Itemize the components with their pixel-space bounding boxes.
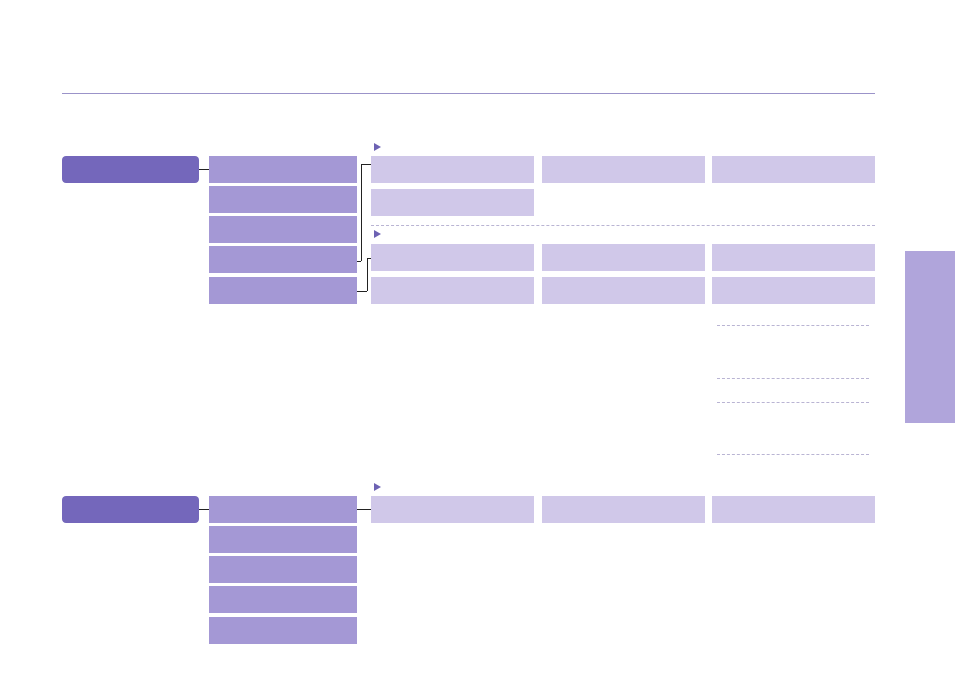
connector-item2-1-out <box>357 509 371 510</box>
option-1-2-4[interactable] <box>371 277 534 304</box>
menu-item-2-1[interactable] <box>209 496 357 523</box>
connector-item4-out <box>357 261 361 262</box>
option-label <box>371 244 534 271</box>
option-1-2-6[interactable] <box>712 277 875 304</box>
option-label <box>542 496 705 523</box>
connector-group1-in <box>361 164 371 165</box>
note-line <box>717 325 869 326</box>
option-label <box>371 156 534 183</box>
connector-group1-vertical <box>361 164 362 261</box>
menu-item-1-2[interactable] <box>209 186 357 213</box>
menu-item-2-5[interactable] <box>209 617 357 644</box>
root-node-2[interactable] <box>62 496 199 523</box>
menu-item-1-1-label <box>209 156 357 183</box>
note-line <box>717 378 869 379</box>
menu-item-2-2-label <box>209 526 357 553</box>
group-separator <box>371 225 875 226</box>
note-line <box>717 454 869 455</box>
root-node-1-label <box>62 156 199 183</box>
menu-item-1-5[interactable] <box>209 277 357 304</box>
connector-root2-to-items <box>199 509 209 510</box>
option-2-1-1[interactable] <box>371 496 534 523</box>
option-label <box>712 244 875 271</box>
triangle-right-icon <box>374 230 381 238</box>
connector-item5-out <box>357 291 367 292</box>
option-label <box>542 277 705 304</box>
top-divider <box>62 93 875 94</box>
menu-item-1-2-label <box>209 186 357 213</box>
option-2-1-3[interactable] <box>712 496 875 523</box>
option-1-2-5[interactable] <box>542 277 705 304</box>
menu-item-1-5-label <box>209 277 357 304</box>
option-1-2-1[interactable] <box>371 244 534 271</box>
connector-group2-in <box>367 258 371 259</box>
triangle-right-icon <box>374 143 381 151</box>
menu-item-1-3[interactable] <box>209 216 357 243</box>
option-1-1-1[interactable] <box>371 156 534 183</box>
menu-item-1-4-label <box>209 246 357 273</box>
menu-item-2-3[interactable] <box>209 556 357 583</box>
menu-item-2-3-label <box>209 556 357 583</box>
option-1-2-2[interactable] <box>542 244 705 271</box>
side-tab-label <box>905 251 955 423</box>
option-1-1-2[interactable] <box>542 156 705 183</box>
option-label <box>542 156 705 183</box>
option-label <box>712 496 875 523</box>
option-1-2-3[interactable] <box>712 244 875 271</box>
root-node-1[interactable] <box>62 156 199 183</box>
menu-item-2-4-label <box>209 586 357 613</box>
root-node-2-label <box>62 496 199 523</box>
option-1-1-4[interactable] <box>371 189 534 216</box>
option-label <box>542 244 705 271</box>
menu-item-1-4[interactable] <box>209 246 357 273</box>
option-label <box>371 496 534 523</box>
note-line <box>717 402 869 403</box>
side-tab[interactable] <box>905 251 955 423</box>
menu-item-1-1[interactable] <box>209 156 357 183</box>
triangle-right-icon <box>374 483 381 491</box>
menu-item-2-5-label <box>209 617 357 644</box>
option-label <box>371 189 534 216</box>
menu-item-2-1-label <box>209 496 357 523</box>
connector-root1-to-items <box>199 169 209 170</box>
option-1-1-3[interactable] <box>712 156 875 183</box>
connector-group2-vertical <box>367 258 368 291</box>
menu-item-1-3-label <box>209 216 357 243</box>
menu-item-2-2[interactable] <box>209 526 357 553</box>
option-label <box>371 277 534 304</box>
option-label <box>712 277 875 304</box>
menu-item-2-4[interactable] <box>209 586 357 613</box>
option-2-1-2[interactable] <box>542 496 705 523</box>
option-label <box>712 156 875 183</box>
